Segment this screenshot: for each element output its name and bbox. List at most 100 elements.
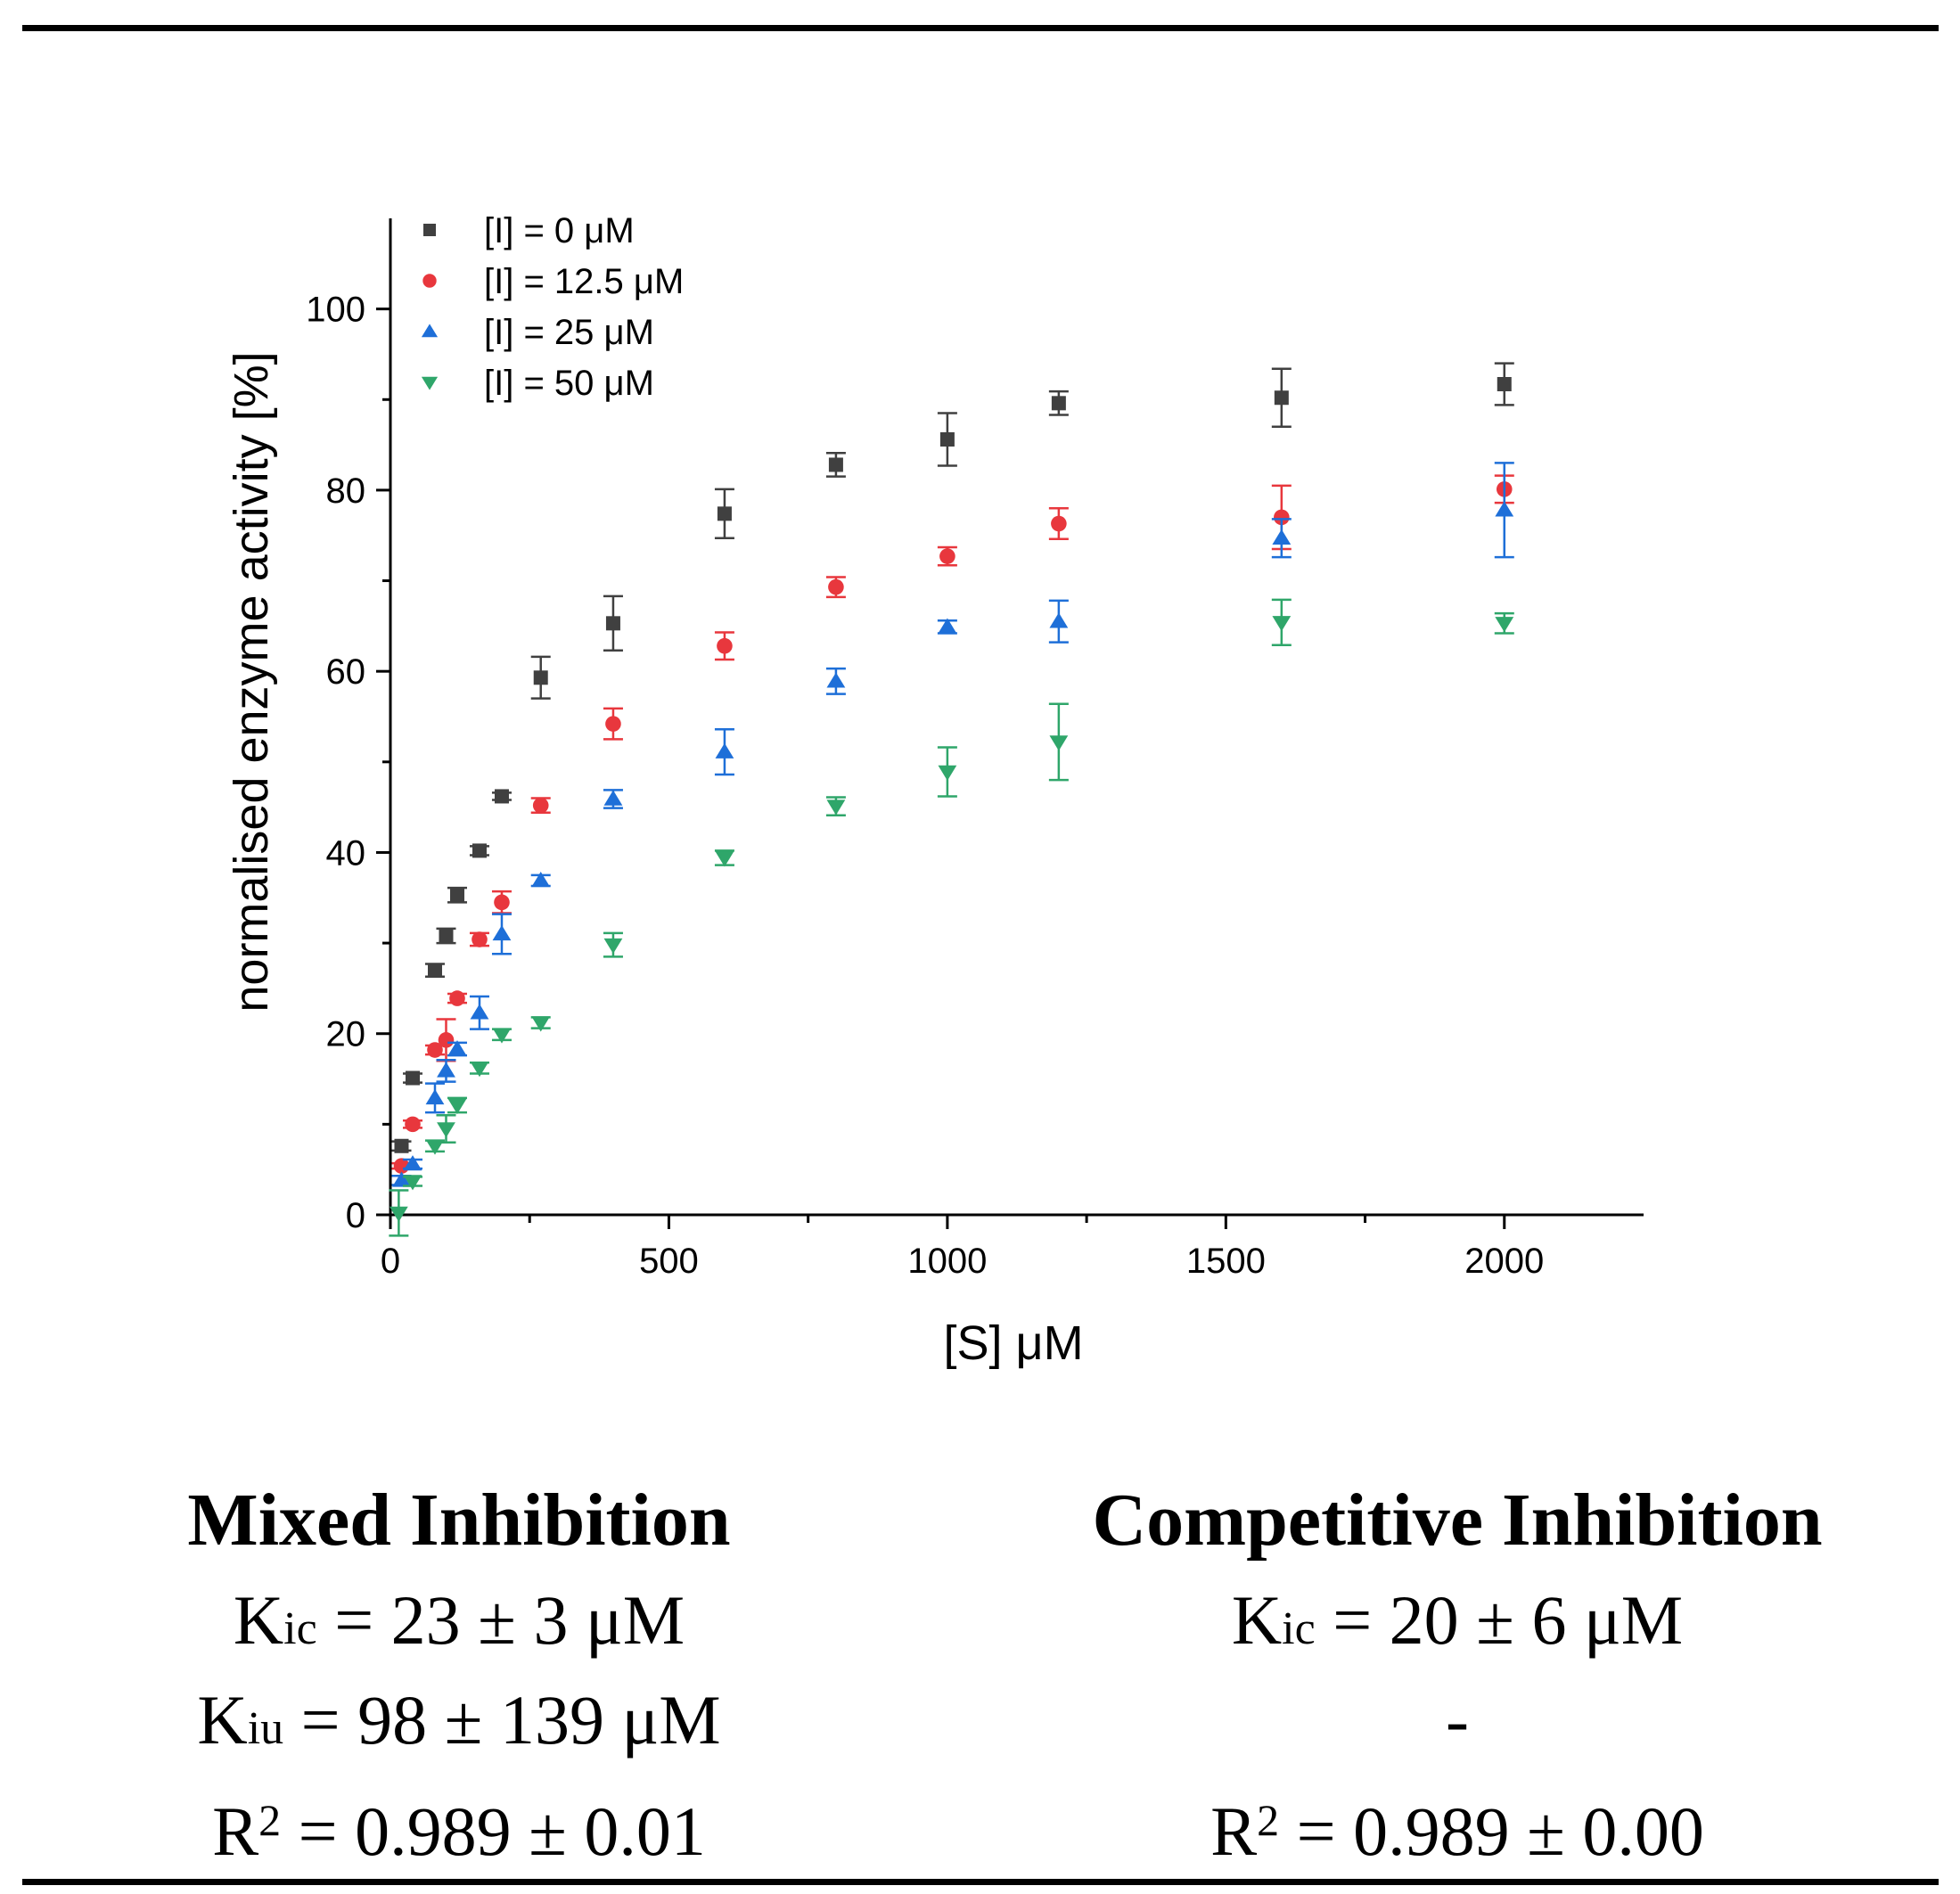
data-point <box>492 1028 512 1044</box>
data-point <box>438 1032 455 1048</box>
y-tick-label: 20 <box>326 1015 366 1054</box>
mixed-kiu-value: = 98 ± 139 μM <box>283 1681 721 1759</box>
data-point <box>427 1042 443 1058</box>
results-panel: Mixed Inhibition Kic = 23 ± 3 μM Kiu = 9… <box>0 1471 1960 1890</box>
data-point <box>439 928 454 943</box>
data-points <box>389 362 1514 1237</box>
legend-label: [I] = 0 μM <box>484 211 635 250</box>
data-point <box>494 894 510 911</box>
data-point <box>826 672 846 688</box>
mixed-inhibition-block: Mixed Inhibition Kic = 23 ± 3 μM Kiu = 9… <box>0 1471 918 1870</box>
data-point <box>405 1116 421 1133</box>
competitive-r2-value: = 0.989 ± 0.00 <box>1279 1792 1704 1870</box>
competitive-r2-line: R2 = 0.989 ± 0.00 <box>963 1770 1952 1870</box>
mixed-kiu-subscript: iu <box>247 1703 284 1754</box>
data-point <box>425 1088 445 1105</box>
competitive-kiu-line: - <box>963 1670 1952 1770</box>
x-tick-label: 1500 <box>1186 1242 1266 1281</box>
data-point <box>828 578 844 595</box>
competitive-kiu-dash: - <box>1446 1681 1469 1759</box>
data-point <box>533 670 548 685</box>
competitive-kic-value: = 20 ± 6 μM <box>1315 1581 1684 1659</box>
y-tick-label: 60 <box>326 652 366 692</box>
data-point <box>403 1175 422 1191</box>
mixed-kic-subscript: ic <box>283 1603 317 1654</box>
data-point <box>1272 616 1292 632</box>
legend-label: [I] = 50 μM <box>484 364 654 403</box>
data-point <box>531 1016 551 1032</box>
bottom-rule <box>22 1879 1939 1885</box>
y-axis-label: normalised enzyme activity [%] <box>225 351 278 1012</box>
data-point <box>717 506 732 521</box>
data-point <box>472 931 488 947</box>
y-tick-label: 80 <box>326 471 366 511</box>
data-point <box>494 789 509 804</box>
data-point <box>403 1155 422 1171</box>
data-point <box>603 938 623 955</box>
data-point <box>472 843 487 858</box>
legend-marker <box>421 324 439 338</box>
mixed-r2-value: = 0.989 ± 0.01 <box>281 1792 706 1870</box>
y-tick-label: 0 <box>346 1196 365 1235</box>
data-point <box>447 1098 467 1114</box>
x-tick-label: 0 <box>381 1242 400 1281</box>
data-point <box>938 765 957 781</box>
data-point <box>715 742 734 758</box>
data-point <box>1049 735 1069 751</box>
mixed-inhibition-title: Mixed Inhibition <box>187 1479 731 1562</box>
competitive-kic-line: Kic = 20 ± 6 μM <box>963 1570 1952 1670</box>
axes: 0 500 1000 1500 2000 0 20 40 60 80 100 <box>306 218 1644 1281</box>
mixed-kic-line: Kic = 23 ± 3 μM <box>0 1570 918 1670</box>
legend-label: [I] = 25 μM <box>484 313 654 352</box>
data-point <box>603 790 623 806</box>
top-rule <box>22 25 1939 31</box>
x-tick-label: 500 <box>639 1242 699 1281</box>
mixed-kic-symbol: K <box>233 1581 284 1659</box>
data-point <box>605 716 621 732</box>
data-point <box>405 1070 420 1086</box>
data-point <box>1051 396 1066 411</box>
data-point <box>939 431 955 447</box>
legend: [I] = 0 μM [I] = 12.5 μM [I] = 25 μM [I] = … <box>421 211 684 403</box>
data-point <box>470 1004 489 1020</box>
mixed-kiu-symbol: K <box>197 1681 248 1759</box>
series-1 <box>391 474 1514 1174</box>
data-point <box>1272 529 1292 545</box>
data-point <box>828 457 843 472</box>
data-point <box>1049 612 1069 628</box>
data-point <box>470 1062 489 1078</box>
y-tick-label: 100 <box>306 291 365 330</box>
data-point <box>1495 501 1514 517</box>
legend-marker <box>421 376 439 390</box>
x-tick-label: 2000 <box>1464 1242 1544 1281</box>
data-point <box>492 925 512 941</box>
data-point <box>437 1122 455 1138</box>
series-2 <box>391 462 1514 1187</box>
x-tick-label: 1000 <box>907 1242 987 1281</box>
data-point <box>1497 376 1512 391</box>
competitive-kic-symbol: K <box>1231 1581 1283 1659</box>
data-point <box>394 1138 409 1153</box>
legend-marker <box>422 274 437 288</box>
data-point <box>938 618 957 634</box>
data-point <box>427 963 442 978</box>
data-point <box>531 872 551 888</box>
data-point <box>1274 509 1290 526</box>
data-point <box>826 799 846 816</box>
series-0 <box>391 362 1514 1153</box>
mixed-r2-superscript: 2 <box>258 1795 282 1845</box>
mixed-kiu-line: Kiu = 98 ± 139 μM <box>0 1670 918 1770</box>
mixed-r2-line: R2 = 0.989 ± 0.01 <box>0 1770 918 1870</box>
data-point <box>532 797 549 814</box>
legend-label: [I] = 12.5 μM <box>484 262 684 301</box>
data-point <box>605 616 620 631</box>
data-point <box>449 888 464 903</box>
competitive-r2-symbol: R <box>1210 1792 1258 1870</box>
series-3 <box>389 598 1514 1237</box>
data-point <box>939 548 955 564</box>
data-point <box>1274 390 1289 406</box>
competitive-inhibition-block: Competitive Inhibition Kic = 20 ± 6 μM -… <box>963 1471 1952 1870</box>
data-point <box>389 1206 408 1222</box>
competitive-r2-superscript: 2 <box>1257 1795 1280 1845</box>
